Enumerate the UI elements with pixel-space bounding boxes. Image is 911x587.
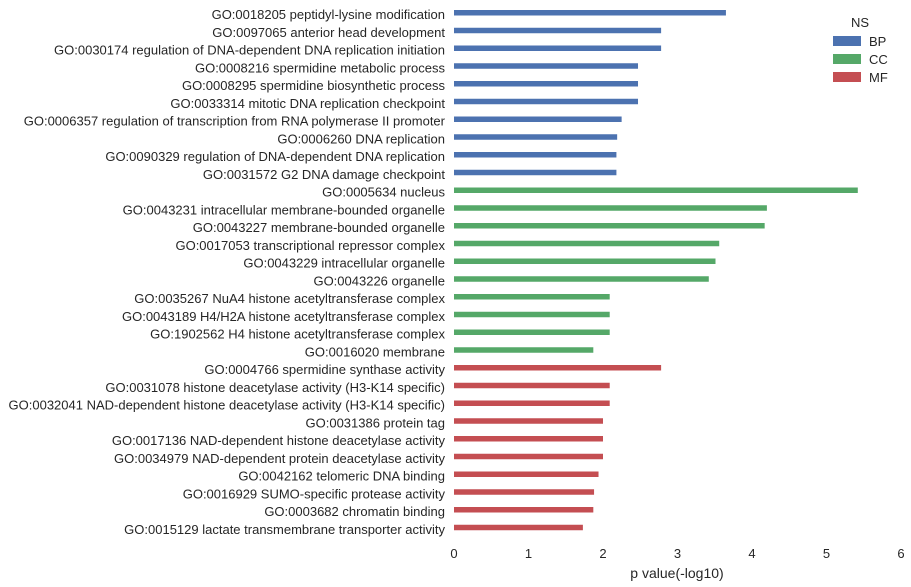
bar-21	[454, 365, 662, 371]
category-label: GO:0017136 NAD-dependent histone deacety…	[112, 433, 446, 448]
bar-12	[454, 205, 767, 211]
x-tick-label: 5	[823, 546, 830, 561]
category-label: GO:0008216 spermidine metabolic process	[195, 60, 446, 75]
category-label: GO:0004766 spermidine synthase activity	[204, 362, 445, 377]
x-axis-ticks-group: 0 1 2 3 4 5 6	[450, 546, 904, 561]
bar-4	[454, 63, 639, 69]
bar-24	[454, 418, 603, 424]
bar-10	[454, 169, 617, 176]
category-label: GO:0018205 peptidyl-lysine modification	[212, 7, 445, 22]
category-label: GO:0031572 G2 DNA damage checkpoint	[203, 167, 445, 182]
bar-3	[454, 45, 662, 51]
category-label: GO:0032041 NAD-dependent histone deacety…	[9, 398, 445, 413]
bar-8	[454, 134, 618, 140]
bar-18	[454, 311, 610, 318]
x-tick-label: 4	[748, 546, 755, 561]
x-tick-label: 6	[897, 546, 904, 561]
bar-9	[454, 152, 617, 158]
bar-2	[454, 27, 662, 34]
category-label: GO:0090329 regulation of DNA-dependent D…	[105, 149, 445, 164]
category-label: GO:0043231 intracellular membrane-bounde…	[123, 202, 445, 217]
bar-1	[454, 10, 726, 16]
category-label: GO:0006357 regulation of transcription f…	[24, 114, 446, 129]
legend-label: BP	[869, 34, 886, 49]
category-label: GO:0035267 NuA4 histone acetyltransferas…	[134, 291, 445, 306]
bar-13	[454, 223, 765, 229]
x-tick-label: 0	[450, 546, 457, 561]
bar-20	[454, 347, 594, 353]
legend-swatch	[833, 36, 861, 46]
legend-title: NS	[851, 15, 869, 30]
category-label: GO:0030174 regulation of DNA-dependent D…	[54, 43, 445, 58]
bar-25	[454, 436, 603, 442]
category-labels-group: GO:0018205 peptidyl-lysine modification G…	[9, 7, 446, 537]
legend-label: CC	[869, 52, 888, 67]
category-label: GO:1902562 H4 histone acetyltransferase …	[150, 327, 445, 342]
category-label: GO:0008295 spermidine biosynthetic proce…	[182, 78, 446, 93]
category-label: GO:0097065 anterior head development	[212, 25, 445, 40]
category-label: GO:0031078 histone deacetylase activity …	[105, 380, 445, 395]
bar-29	[454, 507, 594, 513]
legend: NS BP CC MF	[833, 15, 888, 85]
category-label: GO:0005634 nucleus	[322, 185, 445, 200]
category-label: GO:0043226 organelle	[313, 273, 445, 288]
category-label: GO:0033314 mitotic DNA replication check…	[170, 96, 445, 111]
legend-label: MF	[869, 70, 888, 85]
category-label: GO:0043189 H4/H2A histone acetyltransfer…	[122, 309, 446, 324]
bar-11	[454, 187, 858, 193]
bar-16	[454, 276, 709, 282]
bar-5	[454, 81, 639, 87]
category-label: GO:0034979 NAD-dependent protein deacety…	[114, 451, 445, 466]
x-tick-label: 3	[674, 546, 681, 561]
bar-26	[454, 453, 603, 460]
category-label: GO:0017053 transcriptional repressor com…	[175, 238, 445, 253]
category-label: GO:0042162 telomeric DNA binding	[238, 469, 445, 484]
bars-group	[454, 10, 858, 531]
category-label: GO:0003682 chromatin binding	[264, 504, 445, 519]
bar-30	[454, 524, 583, 531]
category-label: GO:0016929 SUMO-specific protease activi…	[183, 486, 446, 501]
x-axis-title: p value(-log10)	[630, 565, 723, 581]
category-label: GO:0015129 lactate transmembrane transpo…	[124, 522, 445, 537]
bar-17	[454, 294, 610, 300]
legend-swatch	[833, 54, 861, 64]
bar-6	[454, 98, 639, 105]
bar-14	[454, 240, 720, 247]
x-tick-label: 2	[599, 546, 606, 561]
category-label: GO:0006260 DNA replication	[277, 131, 445, 146]
category-label: GO:0043227 membrane-bounded organelle	[193, 220, 445, 235]
x-tick-label: 1	[525, 546, 532, 561]
category-label: GO:0043229 intracellular organelle	[243, 256, 445, 271]
bar-27	[454, 471, 599, 477]
bar-22	[454, 382, 610, 389]
category-label: GO:0031386 protein tag	[306, 415, 446, 430]
bar-19	[454, 329, 610, 335]
category-label: GO:0016020 membrane	[305, 344, 445, 359]
bar-15	[454, 258, 716, 264]
legend-swatch	[833, 72, 861, 82]
bar-23	[454, 400, 610, 406]
bar-28	[454, 489, 595, 495]
bar-7	[454, 116, 622, 122]
